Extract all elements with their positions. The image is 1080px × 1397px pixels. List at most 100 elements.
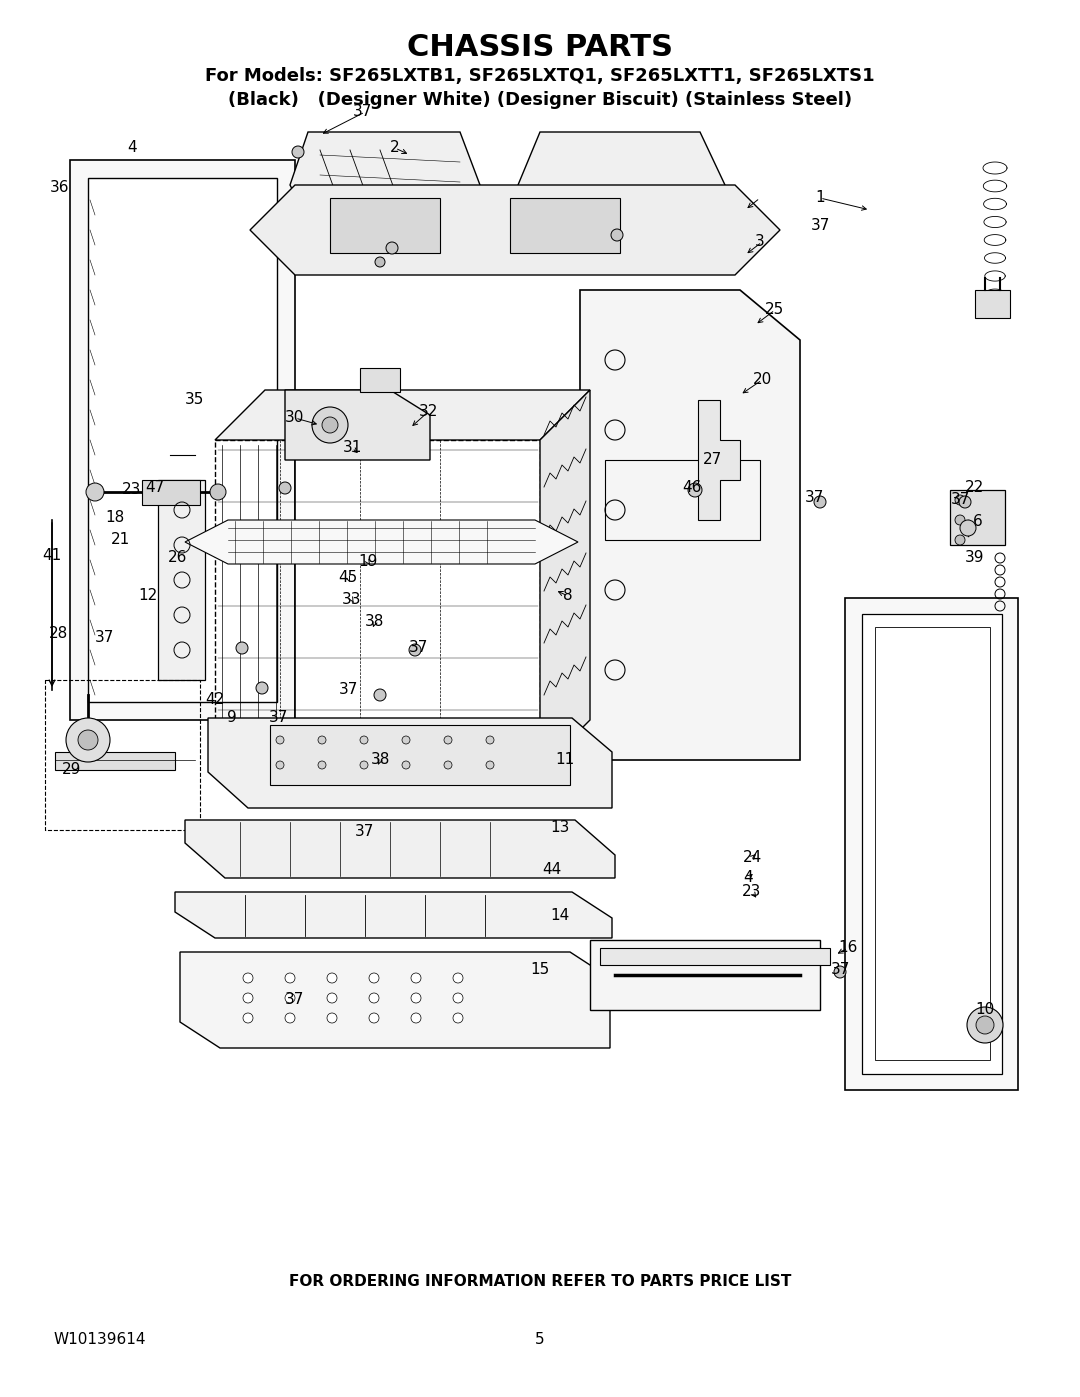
Polygon shape: [87, 177, 276, 703]
Circle shape: [444, 761, 453, 768]
Circle shape: [411, 993, 421, 1003]
Circle shape: [78, 731, 98, 750]
Polygon shape: [975, 291, 1010, 319]
Circle shape: [276, 736, 284, 745]
Polygon shape: [580, 291, 800, 760]
Circle shape: [292, 147, 303, 158]
Polygon shape: [518, 131, 725, 219]
Text: 37: 37: [285, 992, 305, 1007]
Circle shape: [327, 1013, 337, 1023]
Circle shape: [453, 993, 463, 1003]
Circle shape: [279, 482, 291, 495]
Text: 32: 32: [418, 405, 437, 419]
Circle shape: [312, 407, 348, 443]
Text: (Black)   (Designer White) (Designer Biscuit) (Stainless Steel): (Black) (Designer White) (Designer Biscu…: [228, 91, 852, 109]
Circle shape: [409, 644, 421, 657]
Polygon shape: [70, 161, 295, 719]
Circle shape: [453, 972, 463, 983]
Text: 3: 3: [755, 235, 765, 250]
Polygon shape: [862, 615, 1002, 1074]
Circle shape: [327, 972, 337, 983]
Text: 37: 37: [338, 683, 357, 697]
Circle shape: [86, 483, 104, 502]
Circle shape: [375, 257, 384, 267]
Circle shape: [369, 972, 379, 983]
Text: 37: 37: [268, 711, 287, 725]
Text: 18: 18: [106, 510, 124, 525]
Text: 12: 12: [138, 588, 158, 604]
Circle shape: [369, 993, 379, 1003]
Circle shape: [369, 1013, 379, 1023]
Text: 5: 5: [536, 1333, 544, 1348]
Circle shape: [402, 736, 410, 745]
Circle shape: [955, 535, 966, 545]
Polygon shape: [185, 820, 615, 877]
Text: 46: 46: [683, 481, 702, 496]
Text: FOR ORDERING INFORMATION REFER TO PARTS PRICE LIST: FOR ORDERING INFORMATION REFER TO PARTS …: [288, 1274, 792, 1289]
Circle shape: [611, 229, 623, 242]
Circle shape: [402, 761, 410, 768]
Text: 45: 45: [338, 570, 357, 585]
Circle shape: [285, 1013, 295, 1023]
Circle shape: [243, 972, 253, 983]
Text: 37: 37: [95, 630, 114, 645]
Polygon shape: [185, 520, 578, 564]
Circle shape: [386, 242, 399, 254]
Text: 37: 37: [355, 824, 375, 840]
Polygon shape: [845, 598, 1018, 1090]
Circle shape: [318, 761, 326, 768]
Circle shape: [327, 993, 337, 1003]
Polygon shape: [141, 481, 200, 504]
Polygon shape: [590, 940, 820, 1010]
Text: 4: 4: [743, 870, 753, 886]
Text: 14: 14: [551, 908, 569, 922]
Text: 39: 39: [966, 550, 985, 566]
Text: 15: 15: [530, 963, 550, 978]
Circle shape: [967, 1007, 1003, 1044]
Circle shape: [486, 761, 494, 768]
Text: 24: 24: [742, 851, 761, 866]
Circle shape: [285, 972, 295, 983]
Circle shape: [318, 736, 326, 745]
Circle shape: [360, 736, 368, 745]
Text: 42: 42: [205, 693, 225, 707]
Text: 35: 35: [186, 393, 205, 408]
Polygon shape: [291, 131, 480, 219]
Circle shape: [276, 761, 284, 768]
Polygon shape: [360, 367, 400, 393]
Circle shape: [285, 993, 295, 1003]
Circle shape: [814, 496, 826, 509]
Circle shape: [976, 1016, 994, 1034]
Circle shape: [960, 520, 976, 536]
Text: 23: 23: [742, 884, 761, 900]
Text: 30: 30: [285, 411, 305, 426]
Circle shape: [955, 495, 966, 504]
Text: 44: 44: [542, 862, 562, 877]
Circle shape: [256, 682, 268, 694]
Polygon shape: [698, 400, 740, 520]
Text: 2: 2: [390, 141, 400, 155]
Polygon shape: [158, 481, 205, 680]
Text: 1: 1: [815, 190, 825, 205]
Polygon shape: [180, 951, 610, 1048]
Circle shape: [237, 643, 248, 654]
Text: 13: 13: [551, 820, 569, 835]
Text: 37: 37: [408, 640, 428, 655]
Circle shape: [688, 483, 702, 497]
Circle shape: [444, 736, 453, 745]
Circle shape: [834, 965, 846, 978]
Circle shape: [360, 761, 368, 768]
Bar: [510, 198, 620, 253]
Bar: [270, 725, 570, 785]
Circle shape: [243, 993, 253, 1003]
Text: 6: 6: [973, 514, 983, 529]
Text: 21: 21: [110, 532, 130, 548]
Circle shape: [453, 1013, 463, 1023]
Circle shape: [955, 515, 966, 525]
Text: 9: 9: [227, 711, 237, 725]
Text: 37: 37: [831, 963, 850, 978]
Text: 47: 47: [146, 481, 164, 496]
Text: 22: 22: [966, 481, 985, 496]
Text: 16: 16: [838, 940, 858, 956]
Text: 29: 29: [63, 763, 82, 778]
